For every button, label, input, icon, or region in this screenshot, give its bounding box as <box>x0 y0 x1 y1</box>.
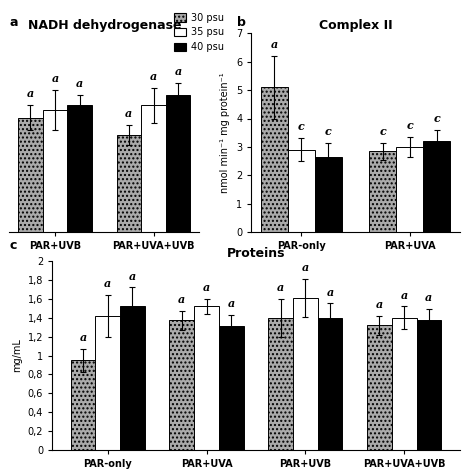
Bar <box>392 318 417 450</box>
Bar <box>117 135 141 232</box>
Bar <box>423 141 450 232</box>
Legend: 30 psu, 35 psu, 40 psu: 30 psu, 35 psu, 40 psu <box>171 9 227 55</box>
Text: a: a <box>104 278 111 289</box>
Text: a: a <box>51 73 59 84</box>
Bar <box>194 306 219 450</box>
Text: a: a <box>271 39 278 50</box>
Text: c: c <box>9 239 17 252</box>
Bar <box>417 320 441 450</box>
Text: a: a <box>277 282 284 293</box>
Text: c: c <box>325 126 332 137</box>
Bar <box>396 147 423 232</box>
Title: Proteins: Proteins <box>227 246 285 260</box>
Text: a: a <box>376 299 383 310</box>
Text: c: c <box>406 120 413 131</box>
Y-axis label: mg/mL: mg/mL <box>12 338 22 373</box>
Bar <box>219 326 244 450</box>
Text: a: a <box>228 298 235 309</box>
Bar <box>293 298 318 450</box>
Text: a: a <box>27 88 34 100</box>
Text: c: c <box>433 113 440 124</box>
Title: NADH dehydrogenase: NADH dehydrogenase <box>27 19 181 32</box>
Bar <box>67 105 92 232</box>
Bar <box>369 151 396 232</box>
Bar <box>18 118 43 232</box>
Bar <box>268 318 293 450</box>
Text: a: a <box>425 292 432 303</box>
Text: a: a <box>9 16 18 29</box>
Text: a: a <box>302 262 309 273</box>
Text: b: b <box>237 16 246 29</box>
Text: a: a <box>174 66 182 77</box>
Text: c: c <box>379 126 386 137</box>
Bar <box>43 110 67 232</box>
Title: Complex II: Complex II <box>319 19 392 32</box>
Bar <box>141 105 166 232</box>
Bar <box>367 325 392 450</box>
Text: a: a <box>80 332 87 343</box>
Bar <box>120 306 145 450</box>
Text: a: a <box>178 294 185 305</box>
Text: a: a <box>327 287 334 298</box>
Bar <box>71 360 95 450</box>
Text: a: a <box>401 290 408 301</box>
Text: a: a <box>203 282 210 293</box>
Text: a: a <box>150 71 157 82</box>
Text: a: a <box>76 78 83 90</box>
Bar <box>315 157 342 232</box>
Bar <box>261 87 288 232</box>
Bar <box>95 316 120 450</box>
Text: a: a <box>129 271 136 282</box>
Text: a: a <box>125 108 133 119</box>
Bar <box>170 320 194 450</box>
Text: c: c <box>298 121 305 132</box>
Bar <box>318 318 342 450</box>
Y-axis label: nmol min⁻¹ mg protein⁻¹: nmol min⁻¹ mg protein⁻¹ <box>220 73 230 193</box>
Bar <box>166 95 191 232</box>
Bar <box>288 150 315 232</box>
